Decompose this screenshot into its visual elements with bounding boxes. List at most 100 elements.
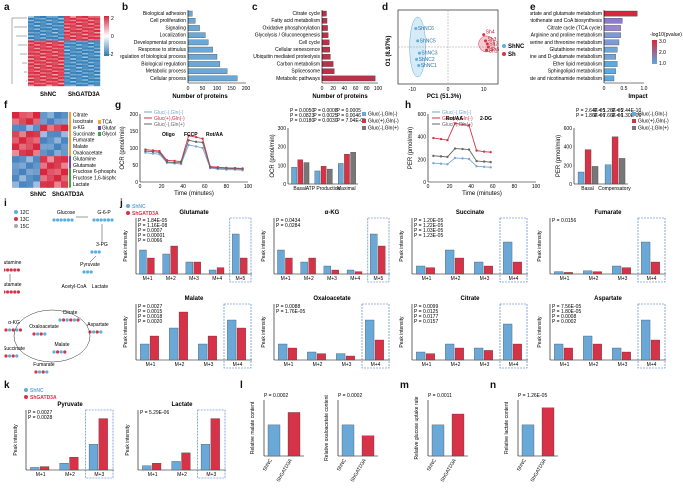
heat-cell <box>88 26 95 29</box>
series-point <box>467 124 471 127</box>
heat-cell <box>47 181 55 188</box>
series-point <box>439 162 443 165</box>
heat-cell <box>28 26 35 29</box>
heat-cell <box>46 17 53 20</box>
heat-cell <box>58 42 65 45</box>
bar <box>314 170 321 185</box>
bar <box>321 32 329 38</box>
heat-cell <box>52 52 59 55</box>
scale-min: -2 <box>109 52 114 58</box>
heat-cell <box>88 65 95 67</box>
heat-cell <box>52 84 59 87</box>
y-label: Relative lactate content <box>504 401 510 454</box>
heat-cell <box>64 23 71 25</box>
heat-cell <box>40 72 47 74</box>
bar-shnc <box>198 343 208 361</box>
annotation: Oligo <box>162 132 175 138</box>
heat-cell <box>61 175 69 182</box>
heat-cell <box>88 61 95 64</box>
carbon-bead <box>59 218 63 222</box>
heat-cell <box>46 31 53 34</box>
heat-cell <box>82 17 89 20</box>
series-point <box>461 123 464 126</box>
series-point <box>233 167 237 170</box>
x-label: Time (minutes) <box>462 191 502 197</box>
heat-cell <box>88 45 95 48</box>
category-label: Citrate cycle <box>292 11 320 17</box>
heat-cell <box>46 58 53 60</box>
series-point <box>446 163 449 166</box>
tick-label: 100 <box>374 86 382 92</box>
metabolite-label: Malate <box>54 342 69 348</box>
heat-cell <box>54 130 62 138</box>
heat-cell <box>54 124 62 132</box>
heat-cell <box>34 23 41 25</box>
carbon-bead <box>4 354 8 358</box>
sh-point <box>484 39 487 43</box>
heat-cell <box>88 70 95 73</box>
row-label: Fructose 1,6-bisphosphate <box>73 176 116 182</box>
heat-cell <box>46 45 53 48</box>
heat-cell <box>19 112 27 119</box>
p-value: P = 5.29E-06 <box>140 410 169 416</box>
heat-cell <box>64 80 71 83</box>
group-label-shgatd3a: ShGATD3A <box>68 92 101 98</box>
tick-label: 50 <box>200 86 206 92</box>
heat-cell <box>52 70 59 73</box>
heat-cell <box>26 162 34 169</box>
heat-cell <box>94 17 101 20</box>
xlabel: Number of proteins <box>312 94 368 100</box>
bar-shnc <box>232 233 240 275</box>
heat-cell <box>19 156 27 163</box>
carbon-bead <box>59 350 63 354</box>
carbon-bead <box>70 218 74 222</box>
category-label: M+3 <box>204 362 214 368</box>
category-label: M+2 <box>589 362 599 368</box>
category-label: M+2 <box>177 472 187 478</box>
x-label: Time (minutes) <box>174 191 214 197</box>
legend-label: Gluc(+),Gln(-) <box>442 116 473 122</box>
shnc-point <box>417 64 421 67</box>
heat-cell <box>76 82 83 85</box>
category-label: ShNC <box>516 458 528 473</box>
sh-point-label: Sh4 <box>486 30 495 36</box>
heat-cell <box>82 54 89 57</box>
heat-cell <box>88 54 95 57</box>
bar-shnc <box>474 347 484 361</box>
bar-shgatd3a <box>210 418 220 471</box>
xlabel: Number of proteins <box>172 94 228 100</box>
bar <box>603 54 616 60</box>
heat-cell <box>70 30 77 32</box>
bar-shgatd3a <box>152 462 162 471</box>
heat-cell <box>40 66 47 69</box>
heat-cell <box>46 40 53 43</box>
series-point <box>432 154 435 158</box>
metabolite-label: Oxaloacetate <box>29 324 59 330</box>
heat-cell <box>70 38 77 41</box>
heat-cell <box>64 24 71 27</box>
heat-cell <box>88 47 95 50</box>
heat-cell <box>46 47 53 50</box>
tick-label: 1.0 <box>641 86 648 92</box>
shnc-point <box>417 51 421 55</box>
group-marker <box>69 130 71 138</box>
legend-swatch <box>632 112 636 116</box>
category-label: Glutathione metabolism <box>549 47 602 53</box>
bar-shgatd3a <box>40 466 50 471</box>
heat-cell <box>58 52 65 55</box>
series-point <box>432 136 435 140</box>
heat-cell <box>40 162 48 169</box>
carbon-bead <box>62 318 66 322</box>
heat-cell <box>26 143 34 150</box>
heat-cell <box>64 58 71 60</box>
series-point <box>201 137 204 140</box>
series-point <box>151 150 155 153</box>
heat-cell <box>12 181 20 188</box>
heat-cell <box>40 33 47 36</box>
bar <box>187 68 228 74</box>
heat-cell <box>40 35 47 38</box>
heat-cell <box>88 84 95 87</box>
panel-label-b: b <box>122 2 129 13</box>
category-label: M+1 <box>36 472 46 478</box>
